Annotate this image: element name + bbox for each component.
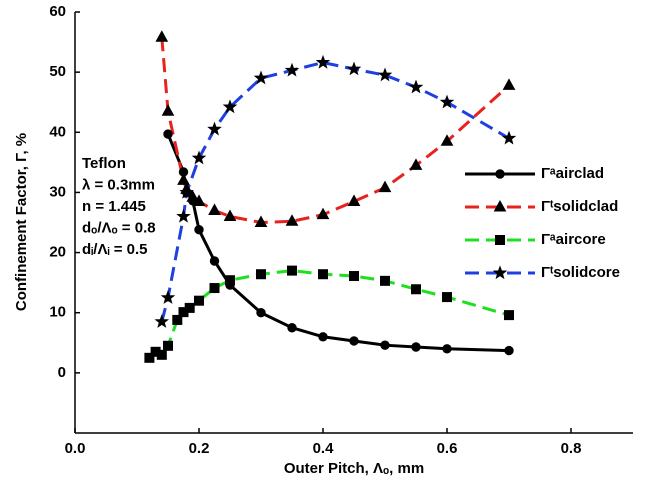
data-point bbox=[408, 79, 424, 94]
data-point bbox=[380, 340, 390, 350]
data-point bbox=[194, 295, 204, 306]
data-point bbox=[504, 345, 514, 356]
data-point bbox=[347, 194, 361, 206]
y-tick-label: 60 bbox=[49, 3, 66, 20]
legend-label: Γᵃairclad bbox=[541, 165, 604, 182]
annotation: dₒ/Λₒ = 0.8 bbox=[82, 219, 156, 236]
series-line bbox=[166, 133, 510, 353]
x-axis-label: Outer Pitch, Λₒ, mm bbox=[284, 460, 424, 477]
data-point bbox=[209, 256, 220, 266]
series-line bbox=[160, 60, 510, 323]
legend-marker bbox=[495, 169, 505, 179]
data-point bbox=[155, 30, 169, 42]
data-point bbox=[377, 67, 393, 82]
annotation: n = 1.445 bbox=[82, 198, 146, 215]
data-point bbox=[287, 265, 297, 276]
data-point bbox=[285, 214, 299, 226]
data-point bbox=[209, 283, 220, 294]
x-tick-label: 0.0 bbox=[65, 440, 86, 457]
data-point bbox=[192, 194, 206, 206]
data-point bbox=[177, 173, 190, 185]
data-point bbox=[172, 314, 183, 325]
data-point bbox=[253, 70, 269, 85]
y-tick-label: 50 bbox=[49, 63, 66, 80]
annotation: dᵢ/Λᵢ = 0.5 bbox=[82, 241, 148, 258]
legend-label: Γᵗsolidcore bbox=[541, 264, 620, 281]
data-point bbox=[411, 284, 421, 295]
data-point bbox=[154, 314, 170, 328]
data-point bbox=[411, 342, 421, 352]
data-point bbox=[502, 78, 516, 90]
y-tick-label: 0 bbox=[58, 364, 66, 381]
series-line bbox=[160, 37, 511, 225]
x-tick-label: 0.4 bbox=[313, 440, 335, 457]
legend-label: Γᵗsolidclad bbox=[541, 198, 618, 215]
data-point bbox=[287, 323, 297, 333]
data-point bbox=[318, 269, 328, 280]
legend-label: Γᵃaircore bbox=[541, 231, 606, 248]
data-point bbox=[225, 275, 235, 286]
data-point bbox=[318, 332, 328, 342]
data-point bbox=[284, 62, 300, 77]
data-point bbox=[349, 336, 359, 346]
data-point bbox=[349, 271, 359, 282]
y-axis-label: Confinement Factor, Γ, % bbox=[13, 133, 30, 311]
x-tick-label: 0.6 bbox=[437, 440, 458, 457]
data-point bbox=[163, 129, 173, 139]
data-point bbox=[442, 344, 452, 354]
x-tick-label: 0.2 bbox=[189, 440, 210, 457]
x-tick-label: 0.8 bbox=[561, 440, 582, 457]
y-tick-label: 30 bbox=[49, 183, 66, 200]
legend-marker bbox=[495, 235, 505, 245]
data-point bbox=[160, 290, 176, 304]
data-point bbox=[254, 215, 268, 227]
y-tick-label: 10 bbox=[49, 304, 66, 321]
data-point bbox=[208, 203, 221, 215]
data-point bbox=[191, 150, 207, 165]
data-point bbox=[315, 54, 331, 69]
y-tick-label: 20 bbox=[49, 244, 66, 261]
data-point bbox=[207, 121, 222, 136]
data-point bbox=[163, 340, 173, 351]
data-point bbox=[179, 184, 194, 199]
data-point bbox=[256, 308, 266, 318]
data-point bbox=[504, 310, 514, 321]
data-point bbox=[439, 94, 455, 109]
data-point bbox=[184, 302, 195, 313]
data-point bbox=[501, 130, 517, 145]
legend-marker bbox=[492, 265, 508, 280]
series-line bbox=[148, 269, 510, 359]
data-point bbox=[194, 225, 204, 235]
data-point bbox=[378, 180, 392, 193]
data-point bbox=[442, 292, 452, 303]
legend-marker bbox=[493, 199, 507, 212]
annotation: λ = 0.3mm bbox=[82, 176, 155, 193]
data-point bbox=[223, 209, 237, 221]
data-point bbox=[256, 269, 266, 280]
y-tick-label: 40 bbox=[49, 123, 66, 140]
data-point bbox=[346, 61, 362, 76]
data-point bbox=[156, 349, 167, 360]
data-point bbox=[161, 104, 175, 116]
data-point bbox=[316, 207, 330, 220]
data-point bbox=[144, 352, 155, 363]
data-point bbox=[409, 158, 423, 170]
data-point bbox=[222, 99, 238, 114]
data-point bbox=[380, 275, 390, 286]
annotation: Teflon bbox=[82, 155, 126, 172]
data-point bbox=[440, 134, 454, 146]
data-point bbox=[176, 208, 191, 223]
